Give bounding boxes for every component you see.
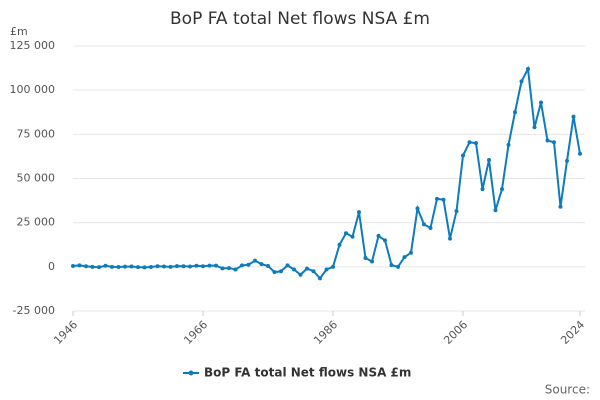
point [506,142,511,147]
point [552,140,556,145]
point [116,265,121,270]
point [181,264,186,269]
point [201,264,205,269]
point [467,140,472,145]
point [337,242,342,247]
y-tick-label: 0 [48,260,55,273]
x-tick-label: 1986 [311,318,340,347]
point [233,267,238,272]
point [207,263,212,268]
x-tick-label: 2006 [441,318,470,347]
point [149,265,153,270]
y-tick-label: -25 000 [13,304,55,317]
point [220,266,225,271]
point [422,222,426,227]
point [389,263,394,268]
point [298,272,303,277]
line [72,65,581,280]
y-tick-label: 50 000 [17,172,56,185]
y-tick-label: 75 000 [17,127,56,140]
point [305,266,309,271]
x-tick-label: 2024 [558,318,587,347]
point [84,264,88,269]
point [292,267,296,272]
point [246,262,251,267]
point [532,125,537,130]
point [415,206,420,211]
point [155,264,160,269]
point [71,263,75,268]
point [448,236,452,241]
point [77,263,82,268]
point [396,264,400,269]
point [285,263,290,268]
point [279,269,283,274]
source: Source: [545,383,590,397]
point [474,141,478,146]
y-tick-label: 100 000 [10,83,56,96]
legend-label: BoP FA total Net flows NSA £m [204,366,411,380]
point [409,250,413,255]
point [240,263,244,268]
point [103,263,108,268]
point [513,110,517,115]
point [363,256,368,260]
point [357,210,361,215]
point [188,264,192,269]
x-tick-label: 1946 [51,318,80,347]
y-tick-label: 125 000 [10,39,56,52]
point [272,270,277,275]
point [324,267,329,272]
point [253,258,257,263]
point [311,269,316,274]
point [350,234,355,239]
point [493,208,498,213]
point [539,100,543,105]
point [344,231,348,236]
x-tick-label: 1966 [181,318,210,347]
point [487,157,491,162]
point [331,264,335,269]
point [376,233,381,238]
point [175,264,179,269]
point [136,265,140,270]
point [97,265,101,270]
point [428,225,433,230]
point [545,138,550,143]
point [383,238,387,243]
chart-title: BoP FA total Net flows NSA £m [170,9,430,29]
point [266,263,270,268]
point [142,265,147,270]
y-axis-label: £m [10,25,28,38]
point [214,263,218,268]
point [227,266,231,271]
point [565,158,569,163]
point [402,255,407,260]
point [123,264,127,269]
point [162,264,166,269]
point [454,209,459,214]
point [441,197,446,202]
point [129,264,134,269]
point [480,187,485,192]
point [194,263,199,268]
point [558,204,563,209]
y-tick-label: 25 000 [17,216,56,229]
legend-marker [188,370,194,376]
point [370,259,374,264]
point [526,66,530,71]
point [259,262,264,267]
point [90,264,95,269]
point [461,153,465,158]
point [519,79,524,84]
point [500,187,504,192]
point [571,114,576,119]
point [435,196,439,201]
point [318,276,322,281]
point [578,151,582,156]
point [168,264,173,269]
point [110,264,114,269]
